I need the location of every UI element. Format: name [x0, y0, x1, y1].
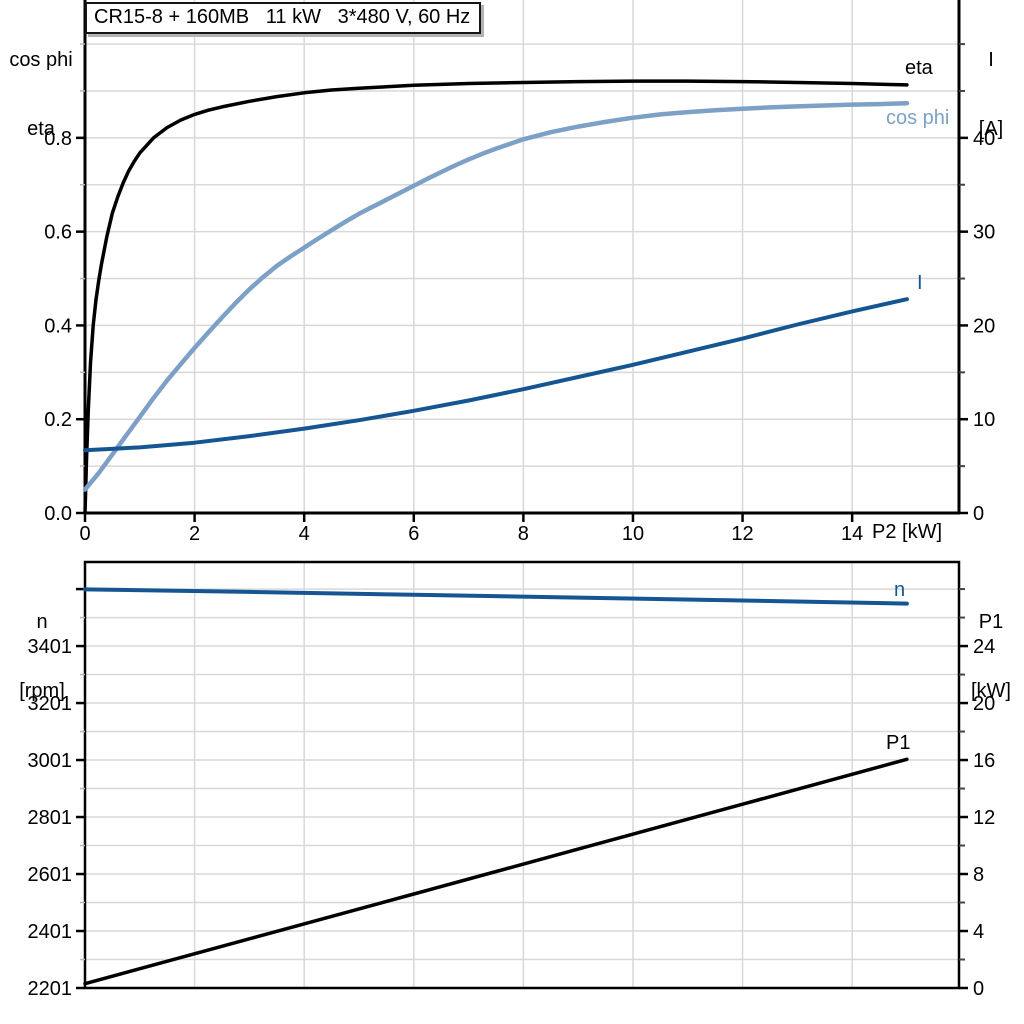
bottom-right-tick-label: 4: [973, 921, 984, 943]
top-left-tick-label: 0.6: [44, 222, 72, 244]
top-right-tick-label: 10: [973, 409, 995, 431]
curve-label-cos-phi: cos phi: [886, 107, 950, 129]
top-x-tick-label: 10: [622, 523, 644, 545]
curve-label-current: I: [917, 272, 923, 294]
top-right-axis-title-line1: I: [988, 49, 994, 71]
bottom-left-tick-label: 2801: [28, 807, 73, 829]
top-x-tick-label: 6: [408, 523, 419, 545]
bottom-right-tick-label: 20: [973, 693, 995, 715]
bottom-right-axis-title: P1 [kW]: [960, 565, 1022, 749]
bottom-left-tick-label: 2201: [28, 978, 73, 1000]
top-left-axis-title-line2: eta: [27, 118, 55, 140]
bottom-left-tick-label: 3201: [28, 693, 73, 715]
top-right-tick-label: 0: [973, 503, 984, 525]
curve-cos-phi: [82, 100, 910, 492]
top-left-tick-label: 0.0: [44, 503, 72, 525]
top-x-tick-label: 14: [841, 523, 863, 545]
bottom-right-tick-label: 12: [973, 807, 995, 829]
curve-I: [83, 297, 909, 453]
top-right-axis-title: I [A]: [962, 3, 1020, 187]
curve-label-eta: eta: [905, 57, 933, 79]
top-x-tick-label: 12: [731, 523, 753, 545]
curve-P1: [83, 757, 909, 986]
top-x-tick-label: 4: [299, 523, 310, 545]
bottom-frame: [83, 560, 961, 990]
top-x-tick-label: 2: [189, 523, 200, 545]
top-left-tick-label: 0.4: [44, 315, 72, 337]
bottom-right-axis-title-line2: [kW]: [971, 680, 1011, 702]
bottom-left-axis-title-line1: n: [36, 611, 48, 633]
bottom-left-tick-label: 3401: [28, 636, 73, 658]
bottom-left-axis-title-line2: [rpm]: [19, 680, 65, 702]
top-left-axis-title-line1: cos phi: [9, 49, 73, 71]
top-right-tick-label: 30: [973, 222, 995, 244]
bottom-left-axis-title: n [rpm]: [2, 565, 82, 749]
top-left-tick-label: 0.8: [44, 128, 72, 150]
bottom-left-tick-label: 2601: [28, 864, 73, 886]
bottom-right-tick-label: 24: [973, 636, 995, 658]
top-x-tick-label: 0: [79, 523, 90, 545]
curve-eta: [83, 79, 909, 515]
bottom-right-tick-label: 0: [973, 978, 984, 1000]
top-x-tick-label: 8: [518, 523, 529, 545]
top-left-axis-title: cos phi eta: [0, 3, 82, 187]
bottom-left-tick-label: 3001: [28, 750, 73, 772]
bottom-right-tick-label: 16: [973, 750, 995, 772]
bottom-left-tick-label: 2401: [28, 921, 73, 943]
top-left-tick-label: 0.2: [44, 409, 72, 431]
bottom-right-axis-title-line1: P1: [978, 611, 1004, 633]
top-right-tick-label: 20: [973, 315, 995, 337]
x-axis-title: P2 [kW]: [872, 521, 943, 543]
title-box: CR15-8 + 160MB 11 kW 3*480 V, 60 Hz: [85, 2, 482, 34]
bottom-right-tick-label: 8: [973, 864, 984, 886]
top-right-axis-title-line2: [A]: [978, 118, 1004, 140]
curve-label-p1: P1: [886, 732, 911, 754]
curve-label-speed: n: [894, 579, 906, 601]
curve-n: [83, 587, 909, 606]
top-right-tick-label: 40: [973, 128, 995, 150]
